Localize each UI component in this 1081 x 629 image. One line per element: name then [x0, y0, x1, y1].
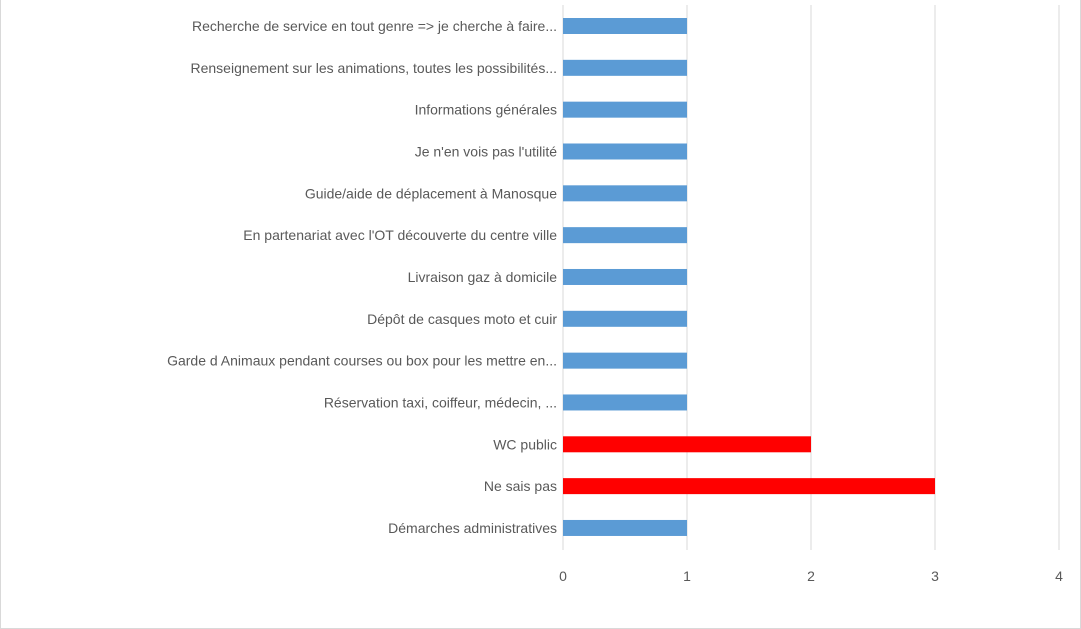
- category-label-4: Je n'en vois pas l'utilité: [415, 143, 558, 159]
- x-tick-label-4: 4: [1055, 568, 1063, 584]
- x-tick-label-1: 1: [683, 568, 691, 584]
- bar-1: [563, 18, 687, 34]
- x-tick-label-2: 2: [807, 568, 815, 584]
- category-label-2: Renseignement sur les animations, toutes…: [190, 60, 557, 76]
- x-axis-ticks: 0 1 2 3 4: [559, 568, 1063, 584]
- bar-10: [563, 394, 687, 411]
- x-tick-label-0: 0: [559, 568, 567, 584]
- gridlines: [562, 5, 1060, 550]
- category-label-3: Informations générales: [415, 102, 557, 118]
- bar-4: [563, 143, 687, 160]
- category-labels: Recherche de service en tout genre => je…: [167, 18, 557, 536]
- bars: [563, 18, 935, 536]
- bar-6: [563, 227, 687, 244]
- bar-9: [563, 352, 687, 369]
- category-label-8: Dépôt de casques moto et cuir: [367, 311, 557, 327]
- bar-5: [563, 185, 687, 202]
- bar-12: [563, 478, 935, 495]
- bar-7: [563, 268, 687, 285]
- category-label-1: Recherche de service en tout genre => je…: [192, 18, 557, 34]
- category-label-10: Réservation taxi, coiffeur, médecin, ...: [324, 394, 557, 410]
- bar-3: [563, 101, 687, 118]
- bar-11: [563, 436, 811, 453]
- bar-2: [563, 59, 687, 76]
- x-tick-label-3: 3: [931, 568, 939, 584]
- category-label-9: Garde d Animaux pendant courses ou box p…: [167, 353, 557, 369]
- category-label-5: Guide/aide de déplacement à Manosque: [305, 185, 557, 201]
- category-label-12: Ne sais pas: [484, 478, 557, 494]
- category-label-7: Livraison gaz à domicile: [408, 269, 558, 285]
- category-label-6: En partenariat avec l'OT découverte du c…: [243, 227, 557, 243]
- category-label-11: WC public: [493, 436, 557, 452]
- bar-8: [563, 310, 687, 327]
- category-label-13: Démarches administratives: [388, 520, 557, 536]
- bar-13: [563, 519, 687, 536]
